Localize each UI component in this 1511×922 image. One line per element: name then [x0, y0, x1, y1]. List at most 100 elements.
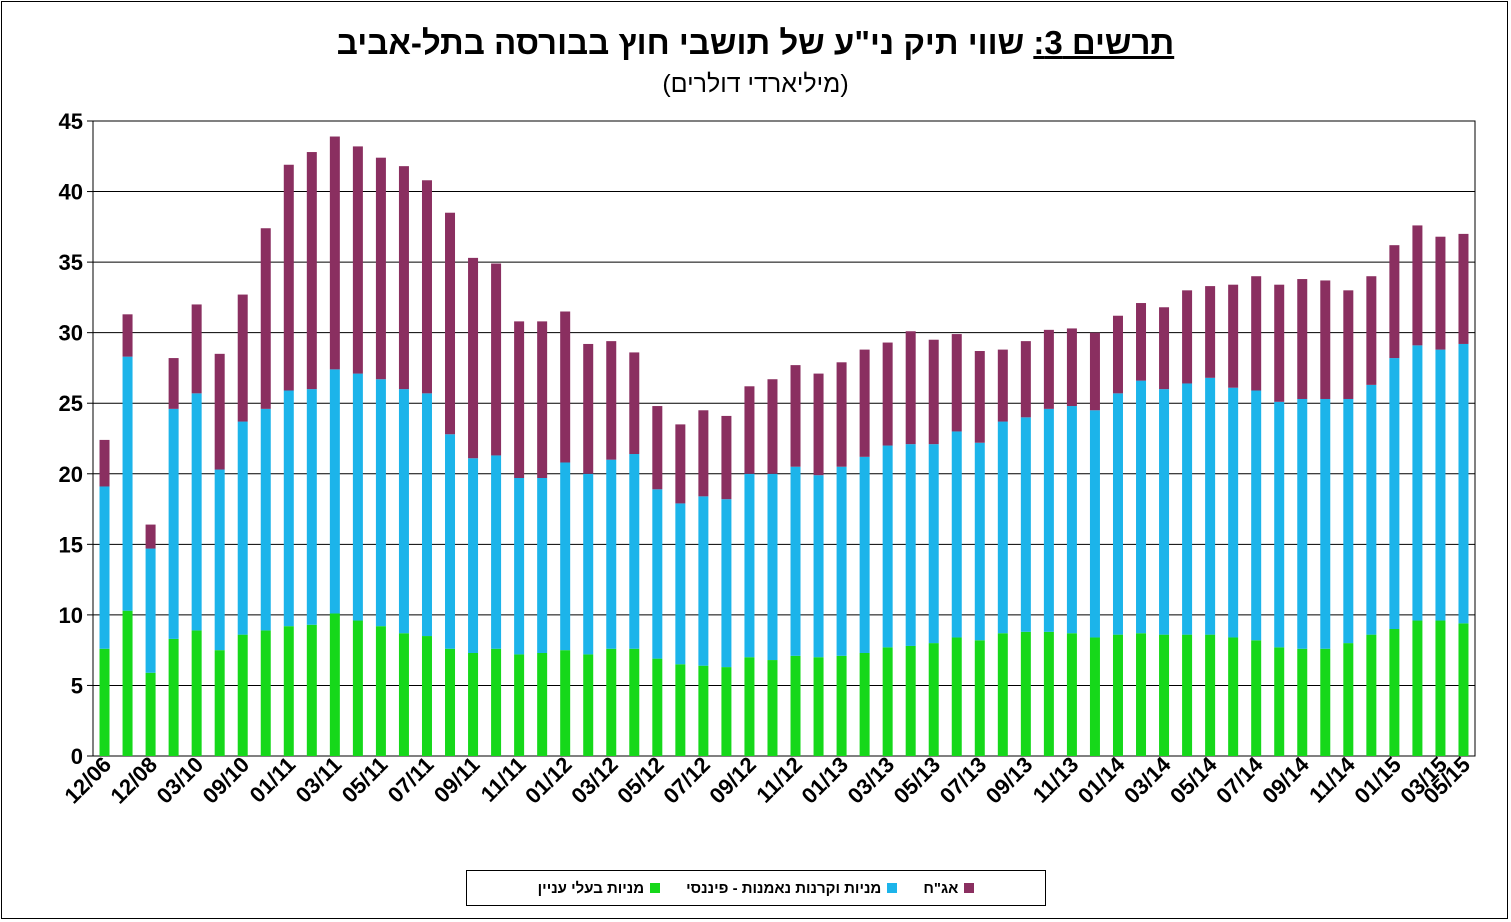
bar-segment-equity-funds	[99, 486, 110, 649]
bar-segment-equity-funds	[629, 454, 640, 649]
bar-segment-equity-funds	[560, 462, 571, 651]
bar-segment-equity-funds	[283, 390, 294, 627]
bar-segment-equity-interest	[99, 648, 110, 756]
bar-segment-equity-funds	[398, 389, 409, 634]
x-tick-label: 01/15	[1349, 752, 1406, 809]
bar-segment-bonds	[583, 343, 594, 474]
x-tick-label: 05/12	[612, 752, 669, 809]
y-tick-label: 0	[71, 744, 83, 769]
x-tick-label: 03/11	[291, 752, 347, 808]
bar-segment-equity-funds	[1205, 377, 1216, 635]
bar-segment-bonds	[1089, 332, 1100, 411]
bar-segment-bonds	[398, 166, 409, 390]
x-tick-label: 12/06	[59, 752, 116, 809]
bar-segment-bonds	[928, 339, 939, 445]
legend-swatch-equity-funds	[887, 883, 898, 893]
bar-segment-equity-interest	[375, 626, 386, 756]
bar-segment-equity-interest	[537, 652, 548, 756]
bar-segment-bonds	[652, 406, 663, 490]
bar-segment-equity-interest	[145, 672, 156, 756]
y-tick-label: 5	[71, 673, 83, 698]
x-tick-label: 09/10	[198, 752, 255, 809]
bar-segment-equity-funds	[1159, 389, 1170, 635]
bar-segment-equity-funds	[997, 421, 1008, 634]
bar-segment-equity-funds	[1274, 401, 1285, 648]
bar-segment-bonds	[1205, 286, 1216, 378]
bar-segment-equity-interest	[306, 624, 317, 756]
bar-segment-equity-funds	[1412, 345, 1423, 621]
y-tick-label: 20	[59, 462, 83, 487]
y-tick-label: 40	[59, 180, 83, 205]
bar-segment-equity-funds	[882, 445, 893, 648]
bar-segment-equity-funds	[214, 469, 225, 651]
bar-segment-equity-funds	[1182, 383, 1193, 635]
y-tick-label: 45	[59, 109, 83, 134]
bar-segment-equity-interest	[352, 620, 363, 756]
bar-segment-equity-interest	[606, 648, 617, 756]
bar-segment-equity-interest	[1274, 647, 1285, 756]
bar-segment-equity-interest	[1205, 634, 1216, 756]
legend-label-equity-interest: מניות בעלי עניין	[537, 879, 645, 897]
bar-segment-equity-interest	[491, 648, 502, 756]
bar-segment-equity-interest	[1320, 648, 1331, 756]
bar-segment-equity-funds	[698, 496, 709, 666]
bar-segment-bonds	[99, 439, 110, 487]
bar-segment-equity-interest	[1251, 640, 1262, 756]
bar-segment-equity-interest	[1043, 631, 1054, 756]
bar-segment-bonds	[1320, 280, 1331, 399]
x-tick-label: 09/12	[704, 752, 761, 809]
bar-segment-equity-interest	[974, 640, 985, 756]
x-tick-label: 07/11	[383, 752, 439, 808]
bar-segment-equity-funds	[306, 389, 317, 625]
bar-segment-equity-funds	[813, 475, 824, 658]
bar-segment-bonds	[260, 228, 271, 409]
bar-segment-bonds	[790, 365, 801, 467]
chart-subtitle: (מיליארדי דולרים)	[662, 70, 849, 98]
bar-segment-equity-funds	[1366, 384, 1377, 635]
x-tick-label: 05/11	[337, 752, 393, 808]
x-tick-label: 03/10	[152, 752, 209, 809]
legend-label-bonds: אג"ח	[923, 879, 959, 897]
bar-segment-equity-funds	[1066, 406, 1077, 634]
bar-segment-equity-interest	[1458, 623, 1469, 756]
bar-segment-equity-interest	[583, 654, 594, 756]
bar-segment-equity-funds	[951, 431, 962, 638]
legend-item-equity-interest: מניות בעלי עניין	[538, 880, 661, 897]
bar-segment-equity-interest	[445, 648, 456, 756]
bar-segment-bonds	[1228, 284, 1239, 388]
bar-segment-equity-interest	[1228, 637, 1239, 756]
plot-area	[92, 120, 1476, 757]
bar-segment-bonds	[1159, 307, 1170, 390]
bar-segment-equity-funds	[260, 408, 271, 631]
bar-segment-bonds	[375, 157, 386, 380]
bar-segment-bonds	[1389, 245, 1400, 359]
bar-segment-bonds	[744, 386, 755, 474]
bar-segment-equity-funds	[1251, 390, 1262, 641]
bar-segment-equity-interest	[191, 630, 202, 756]
bar-segment-bonds	[1182, 290, 1193, 384]
bar-segment-equity-funds	[514, 478, 525, 655]
bar-segment-equity-interest	[1297, 648, 1308, 756]
bar-segment-bonds	[1343, 290, 1354, 399]
bar-segment-bonds	[191, 304, 202, 394]
bar-segment-equity-funds	[1320, 398, 1331, 649]
bar-segment-equity-funds	[767, 473, 778, 661]
bar-segment-equity-funds	[122, 356, 133, 611]
bar-segment-equity-interest	[214, 650, 225, 756]
bar-segment-bonds	[1458, 233, 1469, 344]
x-tick-label: 11/11	[476, 752, 531, 807]
bar-segment-equity-interest	[468, 652, 479, 756]
bar-segment-bonds	[168, 358, 179, 409]
x-tick-label: 01/11	[245, 752, 301, 808]
bar-segment-bonds	[629, 352, 640, 455]
bar-segment-bonds	[1136, 303, 1147, 381]
bar-segment-bonds	[1020, 341, 1031, 418]
bar-segment-equity-interest	[882, 647, 893, 756]
bar-segment-bonds	[1297, 279, 1308, 399]
bar-segment-equity-interest	[721, 667, 732, 756]
legend-label-equity-funds: מניות וקרנות נאמנות - פיננסי	[686, 879, 882, 897]
bar-segment-equity-funds	[168, 408, 179, 639]
x-tick-label: 07/14	[1211, 751, 1268, 808]
y-tick-label: 30	[59, 321, 83, 346]
